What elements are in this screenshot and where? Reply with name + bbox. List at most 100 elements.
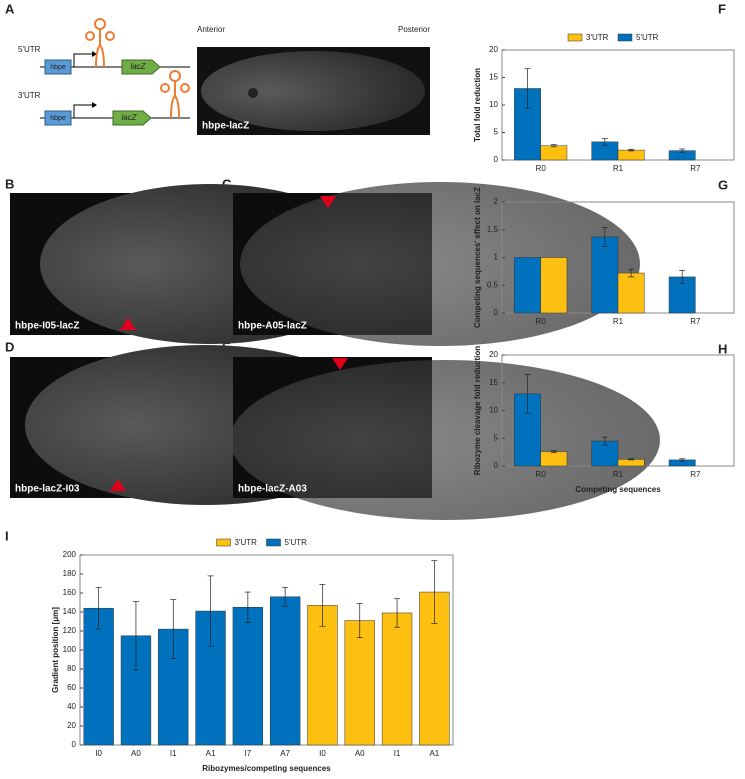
error-bar: [319, 584, 326, 627]
y-tick-label: 10: [489, 100, 498, 109]
bar: [269, 596, 301, 746]
legend-label: 5'UTR: [285, 538, 308, 547]
micrograph: hbpe-A05-lacZ: [233, 182, 640, 346]
panel-letter: D: [5, 339, 14, 354]
y-tick-label: 0: [494, 308, 499, 317]
x-tick-label: R1: [613, 470, 624, 479]
y-tick-label: 160: [63, 588, 77, 597]
y-tick-label: 5: [494, 128, 499, 137]
x-axis-label: Competing sequences: [575, 485, 661, 494]
image-label: hbpe-I05-lacZ: [15, 321, 79, 332]
error-bar: [628, 458, 635, 461]
x-tick-label: R7: [690, 470, 701, 479]
y-axis-label: Ribozyme cleavage fold reduction: [473, 346, 482, 475]
panel-letter: H: [718, 341, 727, 356]
image-label: hbpe-A05-lacZ: [238, 321, 307, 332]
bar: [617, 149, 645, 161]
x-tick-label: I1: [170, 749, 177, 758]
y-tick-label: 10: [489, 406, 498, 415]
bar: [617, 459, 645, 467]
construct-label: 5'UTR: [18, 45, 41, 54]
x-tick-label: I1: [394, 749, 401, 758]
bar: [307, 605, 338, 746]
image-label: hbpe-lacZ: [202, 121, 249, 132]
axis-label: Anterior: [197, 25, 225, 34]
image-label: hbpe-lacZ-A03: [238, 484, 307, 495]
y-tick-label: 0.5: [487, 280, 499, 289]
y-tick-label: 0: [494, 155, 499, 164]
y-tick-label: 15: [489, 378, 498, 387]
bar: [540, 451, 568, 467]
error-bar: [170, 599, 177, 659]
y-tick-label: 100: [63, 645, 77, 654]
error-bar: [628, 148, 635, 152]
y-tick-label: 0: [72, 740, 77, 749]
y-axis-label: Total fold reduction: [473, 68, 482, 142]
x-tick-label: I7: [245, 749, 252, 758]
bar: [232, 607, 264, 746]
construct-diagram: 5'UTR hbpe lacZ 3'UTR hbpe lacZ: [18, 18, 190, 126]
error-bar: [95, 586, 102, 630]
y-tick-label: 0: [494, 461, 499, 470]
y-tick-label: 80: [67, 664, 76, 673]
bar: [381, 612, 413, 746]
y-tick-label: 40: [67, 702, 76, 711]
error-bar: [207, 575, 214, 647]
y-tick-label: 2: [494, 197, 499, 206]
bar: [540, 145, 568, 161]
error-bar: [132, 601, 139, 671]
panel-letter: A: [5, 1, 15, 16]
legend-swatch: [266, 538, 281, 547]
y-tick-label: 5: [494, 433, 499, 442]
error-bar: [679, 458, 686, 462]
bar: [514, 257, 541, 314]
x-tick-label: R1: [613, 164, 624, 173]
y-tick-label: 20: [489, 350, 498, 359]
error-bar: [550, 144, 557, 148]
error-bar: [601, 138, 608, 146]
promoter-label: hbpe: [50, 64, 66, 71]
legend-swatch: [216, 538, 231, 547]
micrograph: hbpe-lacZ: [197, 47, 430, 135]
x-tick-label: R1: [613, 317, 624, 326]
y-tick-label: 200: [63, 550, 77, 559]
legend-label: 3'UTR: [235, 538, 258, 547]
bar: [591, 236, 619, 314]
y-tick-label: 1.5: [487, 225, 499, 234]
error-bar: [524, 374, 531, 414]
error-bar: [679, 148, 686, 153]
x-tick-label: A0: [355, 749, 365, 758]
error-bar: [394, 598, 401, 628]
y-tick-label: 180: [63, 569, 77, 578]
x-tick-label: A0: [131, 749, 141, 758]
x-tick-label: I0: [95, 749, 102, 758]
bar: [540, 257, 568, 314]
x-tick-label: R0: [536, 470, 547, 479]
error-bar: [356, 603, 363, 639]
panel-letter: F: [718, 1, 726, 16]
x-tick-label: A1: [206, 749, 216, 758]
x-tick-label: R7: [690, 164, 701, 173]
error-bar: [679, 269, 686, 284]
x-axis-label: Ribozymes/competing sequences: [202, 764, 331, 773]
error-bar: [628, 268, 635, 278]
bar: [344, 620, 375, 746]
y-tick-label: 140: [63, 607, 77, 616]
panel-letter: I: [5, 528, 9, 543]
error-bar: [431, 560, 438, 624]
x-tick-label: A1: [429, 749, 439, 758]
image-label: hbpe-lacZ-I03: [15, 484, 80, 495]
legend-swatch: [567, 33, 583, 42]
x-tick-label: R7: [690, 317, 701, 326]
panel-letter: B: [5, 176, 14, 191]
y-axis-label: Competing sequences' effect on lacZ: [473, 187, 482, 328]
y-tick-label: 60: [67, 683, 76, 692]
x-tick-label: R0: [536, 317, 547, 326]
gene-label: lacZ: [130, 62, 146, 71]
promoter-label: hbpe: [50, 115, 66, 122]
error-bar: [282, 586, 289, 607]
panel-letter: G: [718, 177, 728, 192]
micrograph: hbpe-lacZ-A03: [230, 357, 660, 520]
error-bar: [244, 591, 251, 623]
